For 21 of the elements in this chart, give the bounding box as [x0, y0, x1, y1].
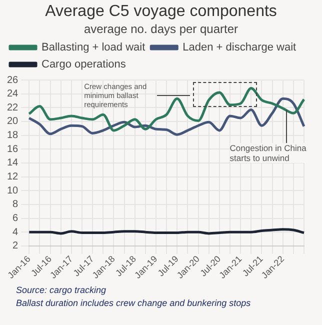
- legend-label: Laden + discharge wait: [182, 42, 296, 54]
- y-tick-label: 4: [12, 226, 19, 238]
- y-tick-label: 24: [7, 88, 19, 100]
- legend-label: Cargo operations: [42, 58, 126, 71]
- chart-subtitle: average no. days per quarter: [82, 22, 240, 36]
- y-tick-label: 8: [12, 199, 19, 210]
- y-tick-label: 6: [12, 213, 19, 224]
- y-tick-label: 2: [12, 240, 19, 252]
- y-tick-label: 14: [7, 158, 19, 169]
- source-note: Source: cargo tracking: [16, 284, 108, 297]
- y-tick-label: 12: [7, 172, 19, 183]
- legend-label: Ballasting + load wait: [42, 42, 146, 54]
- y-tick-label: 20: [7, 116, 19, 128]
- y-tick-label: 18: [7, 130, 19, 142]
- y-tick-label: 16: [7, 144, 19, 155]
- y-tick-label: 26: [7, 74, 19, 86]
- annotation: Congestion in China starts to unwind: [230, 143, 312, 164]
- y-tick-label: 22: [7, 102, 19, 114]
- chart-title: Average C5 voyage components: [44, 3, 278, 21]
- text: Ballast duration includes crew change and bunkering stops: [16, 297, 251, 310]
- y-tick-label: 10: [7, 185, 19, 196]
